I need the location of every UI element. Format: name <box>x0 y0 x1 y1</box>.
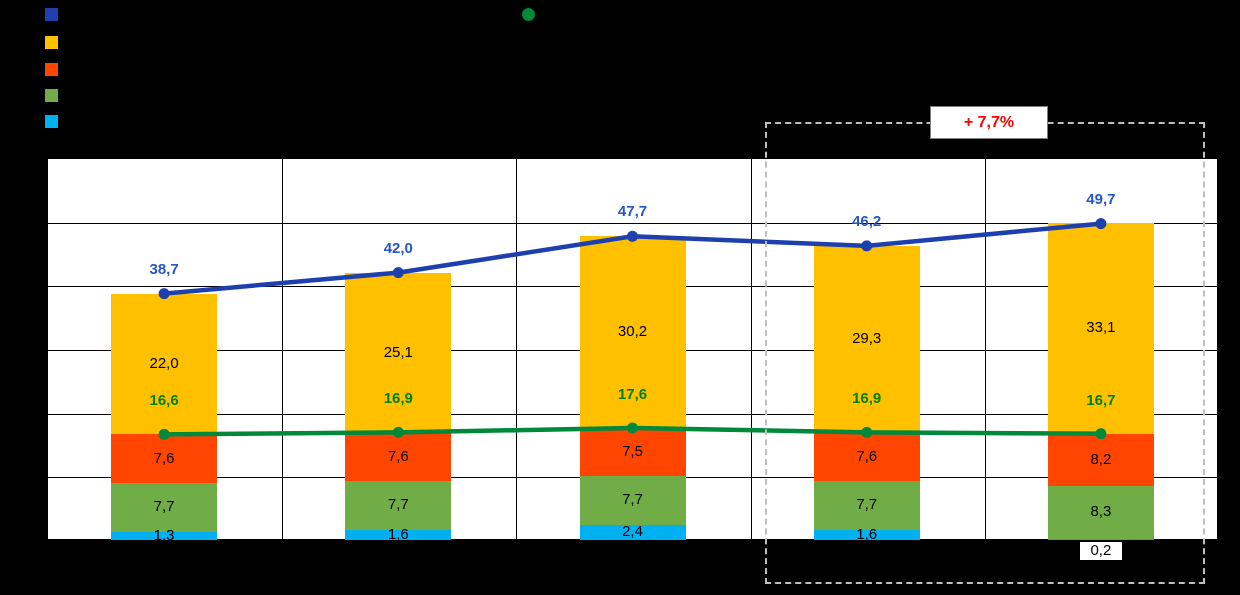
segment-lightblue-label: 2,4 <box>622 523 643 541</box>
segment-orange-label: 8,2 <box>1090 450 1112 468</box>
bar-segment-lightblue <box>1047 538 1154 540</box>
bar-segment-orange <box>813 432 920 481</box>
segment-orange-label: 7,5 <box>622 442 643 460</box>
segment-lightblue-label: 1,6 <box>387 525 409 543</box>
segment-lightblue-label: 1,3 <box>153 526 175 544</box>
legend-chip-lightblue-segment <box>45 115 58 128</box>
segment-green-label: 7,7 <box>153 498 175 516</box>
segment-yellow-label: 22,0 <box>149 355 179 373</box>
bar-segment-lightblue <box>579 524 686 540</box>
legend-chip-yellow-segment <box>45 36 58 49</box>
annotation-box: + 7,7% <box>930 106 1048 139</box>
bar-segment-green <box>345 480 452 530</box>
legend-chip-total-line <box>45 8 58 21</box>
bar-segment-green <box>813 480 920 530</box>
segment-orange-label: 7,6 <box>153 449 175 467</box>
bar-segment-green <box>111 482 218 532</box>
segment-lightblue-label: 0,2 <box>1079 542 1122 560</box>
segment-yellow-label: 25,1 <box>383 343 413 361</box>
line-green-label: 16,6 <box>149 392 179 410</box>
legend-dot-green-line <box>522 8 535 21</box>
segment-orange-label: 7,6 <box>856 447 878 465</box>
segment-green-label: 8,3 <box>1090 503 1112 521</box>
bar-segment-yellow <box>345 272 452 433</box>
line-green-label: 17,6 <box>617 385 648 403</box>
bar-segment-lightblue <box>111 531 218 540</box>
gridline-vertical <box>984 159 986 539</box>
bar-segment-orange <box>1047 433 1154 486</box>
segment-yellow-label: 29,3 <box>852 330 882 348</box>
highlight-region-dashed-box <box>765 122 1205 584</box>
segment-orange-label: 7,6 <box>387 447 409 465</box>
bar-segment-orange <box>111 434 218 483</box>
bar-segment-yellow <box>111 294 218 435</box>
line-total-label: 38,7 <box>149 260 179 278</box>
line-green-label: 16,9 <box>383 390 413 408</box>
segment-green-label: 7,7 <box>622 491 643 509</box>
segment-green-label: 7,7 <box>856 496 878 514</box>
line-total-label: 42,0 <box>383 239 413 257</box>
line-green-label: 16,9 <box>852 390 882 408</box>
bar-segment-green <box>579 475 686 525</box>
legend-chip-green-segment <box>45 89 58 102</box>
segment-yellow-label: 30,2 <box>617 322 648 340</box>
gridline-vertical <box>282 159 284 539</box>
bar-segment-green <box>1047 485 1154 539</box>
segment-lightblue-label: 1,6 <box>856 525 878 543</box>
segment-green-label: 7,7 <box>387 496 409 514</box>
bar-segment-lightblue <box>345 529 452 540</box>
bar-segment-lightblue <box>813 529 920 540</box>
line-total-label: 49,7 <box>1086 190 1116 208</box>
segment-yellow-label: 33,1 <box>1086 319 1116 337</box>
bar-segment-orange <box>345 432 452 481</box>
gridline-vertical <box>750 159 752 539</box>
gridline-vertical <box>516 159 518 539</box>
annotation-text: + 7,7% <box>963 114 1015 131</box>
legend-chip-orange-segment <box>45 63 58 76</box>
line-total-label: 47,7 <box>617 203 648 221</box>
line-green-label: 16,7 <box>1086 391 1116 409</box>
